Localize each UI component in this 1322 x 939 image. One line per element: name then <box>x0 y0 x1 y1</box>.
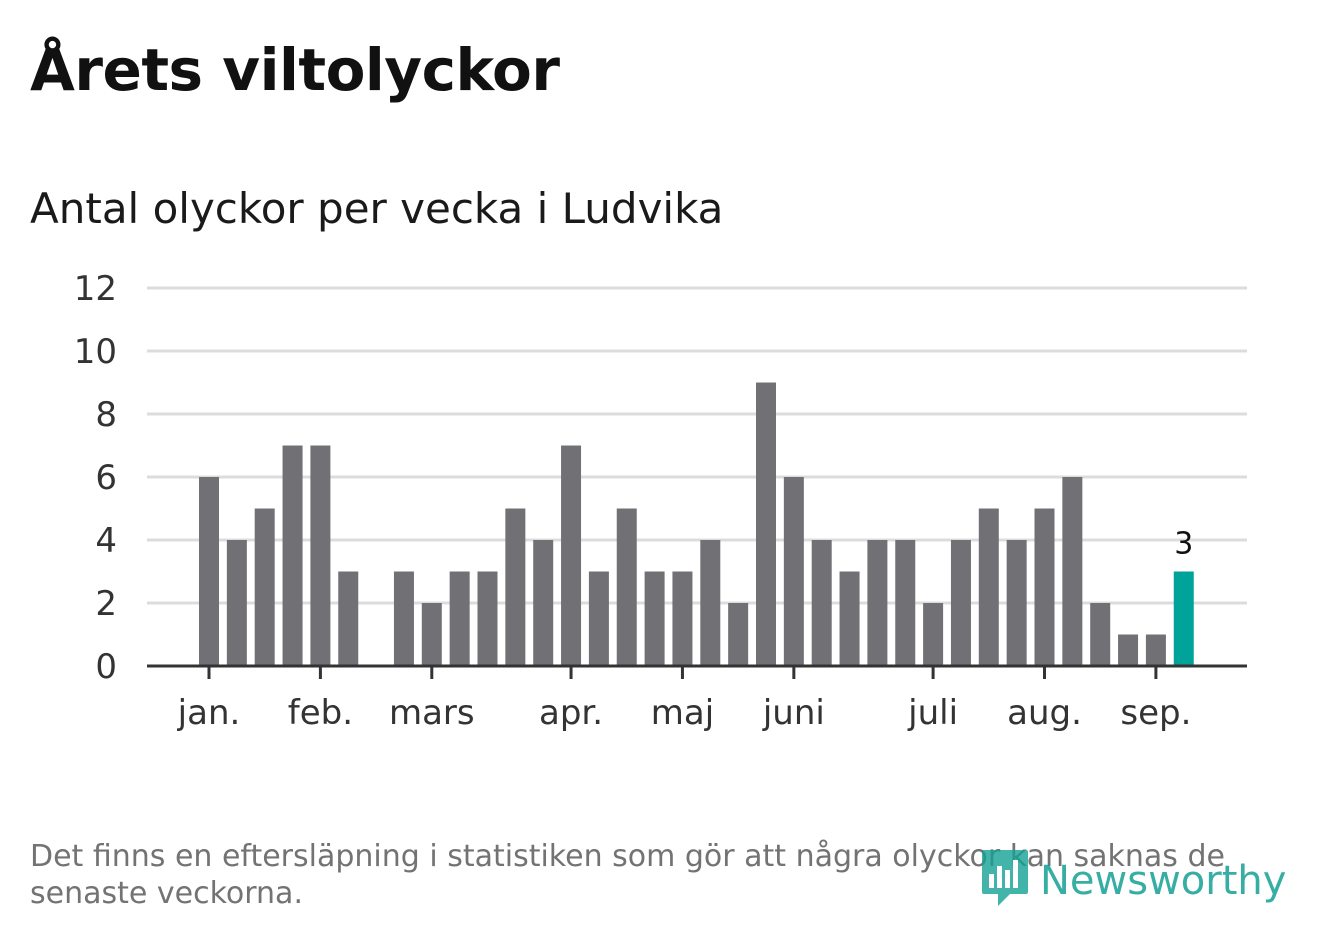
bar <box>839 571 860 666</box>
data-label-last: 3 <box>1174 527 1193 562</box>
bar <box>700 540 721 666</box>
bar <box>1145 634 1166 666</box>
bar <box>477 571 498 666</box>
x-tick-label: juni <box>762 693 825 733</box>
data-labels: 3 <box>1174 527 1193 562</box>
bar <box>588 571 609 666</box>
y-tick-label: 4 <box>95 521 117 561</box>
bar <box>533 540 554 666</box>
y-axis-ticks: 0 2 4 6 8 10 12 <box>74 269 117 687</box>
bar <box>254 508 275 666</box>
x-axis-labels: jan. feb. mars apr. maj juni juli aug. sep. <box>177 693 1192 733</box>
y-tick-label: 2 <box>95 584 117 624</box>
bar <box>950 540 971 666</box>
bar <box>1006 540 1027 666</box>
newsworthy-logo: Newsworthy <box>980 850 1286 912</box>
bar <box>338 571 359 666</box>
bar <box>1090 603 1111 666</box>
x-tick-label: apr. <box>539 693 603 733</box>
bars <box>199 382 1194 666</box>
x-tick-label: jan. <box>177 693 241 733</box>
bar <box>310 445 331 666</box>
chart-subtitle: Antal olyckor per vecka i Ludvika <box>30 184 724 233</box>
bar-highlight <box>1173 571 1194 666</box>
bar <box>421 603 442 666</box>
x-tick-label: juli <box>907 693 958 733</box>
bar <box>616 508 637 666</box>
bar <box>895 540 916 666</box>
chart-title: Årets viltolyckor <box>30 36 560 104</box>
bar <box>282 445 303 666</box>
bar <box>505 508 526 666</box>
bar <box>393 571 414 666</box>
logo-text: Newsworthy <box>1040 858 1287 904</box>
bar <box>728 603 749 666</box>
bar <box>1034 508 1055 666</box>
bar-chart-speech-icon <box>980 848 1030 914</box>
bar <box>561 445 582 666</box>
bar <box>1062 477 1083 666</box>
y-tick-label: 6 <box>95 458 117 498</box>
x-axis <box>147 664 1247 679</box>
y-tick-label: 8 <box>95 395 117 435</box>
bar <box>867 540 888 666</box>
bar <box>811 540 832 666</box>
bar <box>923 603 944 666</box>
bar <box>199 477 219 666</box>
x-tick-label: mars <box>389 693 475 733</box>
bar <box>783 477 804 666</box>
y-tick-label: 12 <box>74 269 117 309</box>
x-tick-label: sep. <box>1120 693 1191 733</box>
x-tick-label: aug. <box>1007 693 1082 733</box>
bar <box>756 382 776 666</box>
bar <box>1118 634 1139 666</box>
x-tick-label: maj <box>651 693 714 733</box>
y-tick-label: 0 <box>95 647 117 687</box>
y-tick-label: 10 <box>74 332 117 372</box>
bar <box>449 571 470 666</box>
bar <box>978 508 999 666</box>
x-tick-label: feb. <box>288 693 353 733</box>
bar <box>672 571 693 666</box>
bar <box>644 571 665 666</box>
bar <box>226 540 247 666</box>
